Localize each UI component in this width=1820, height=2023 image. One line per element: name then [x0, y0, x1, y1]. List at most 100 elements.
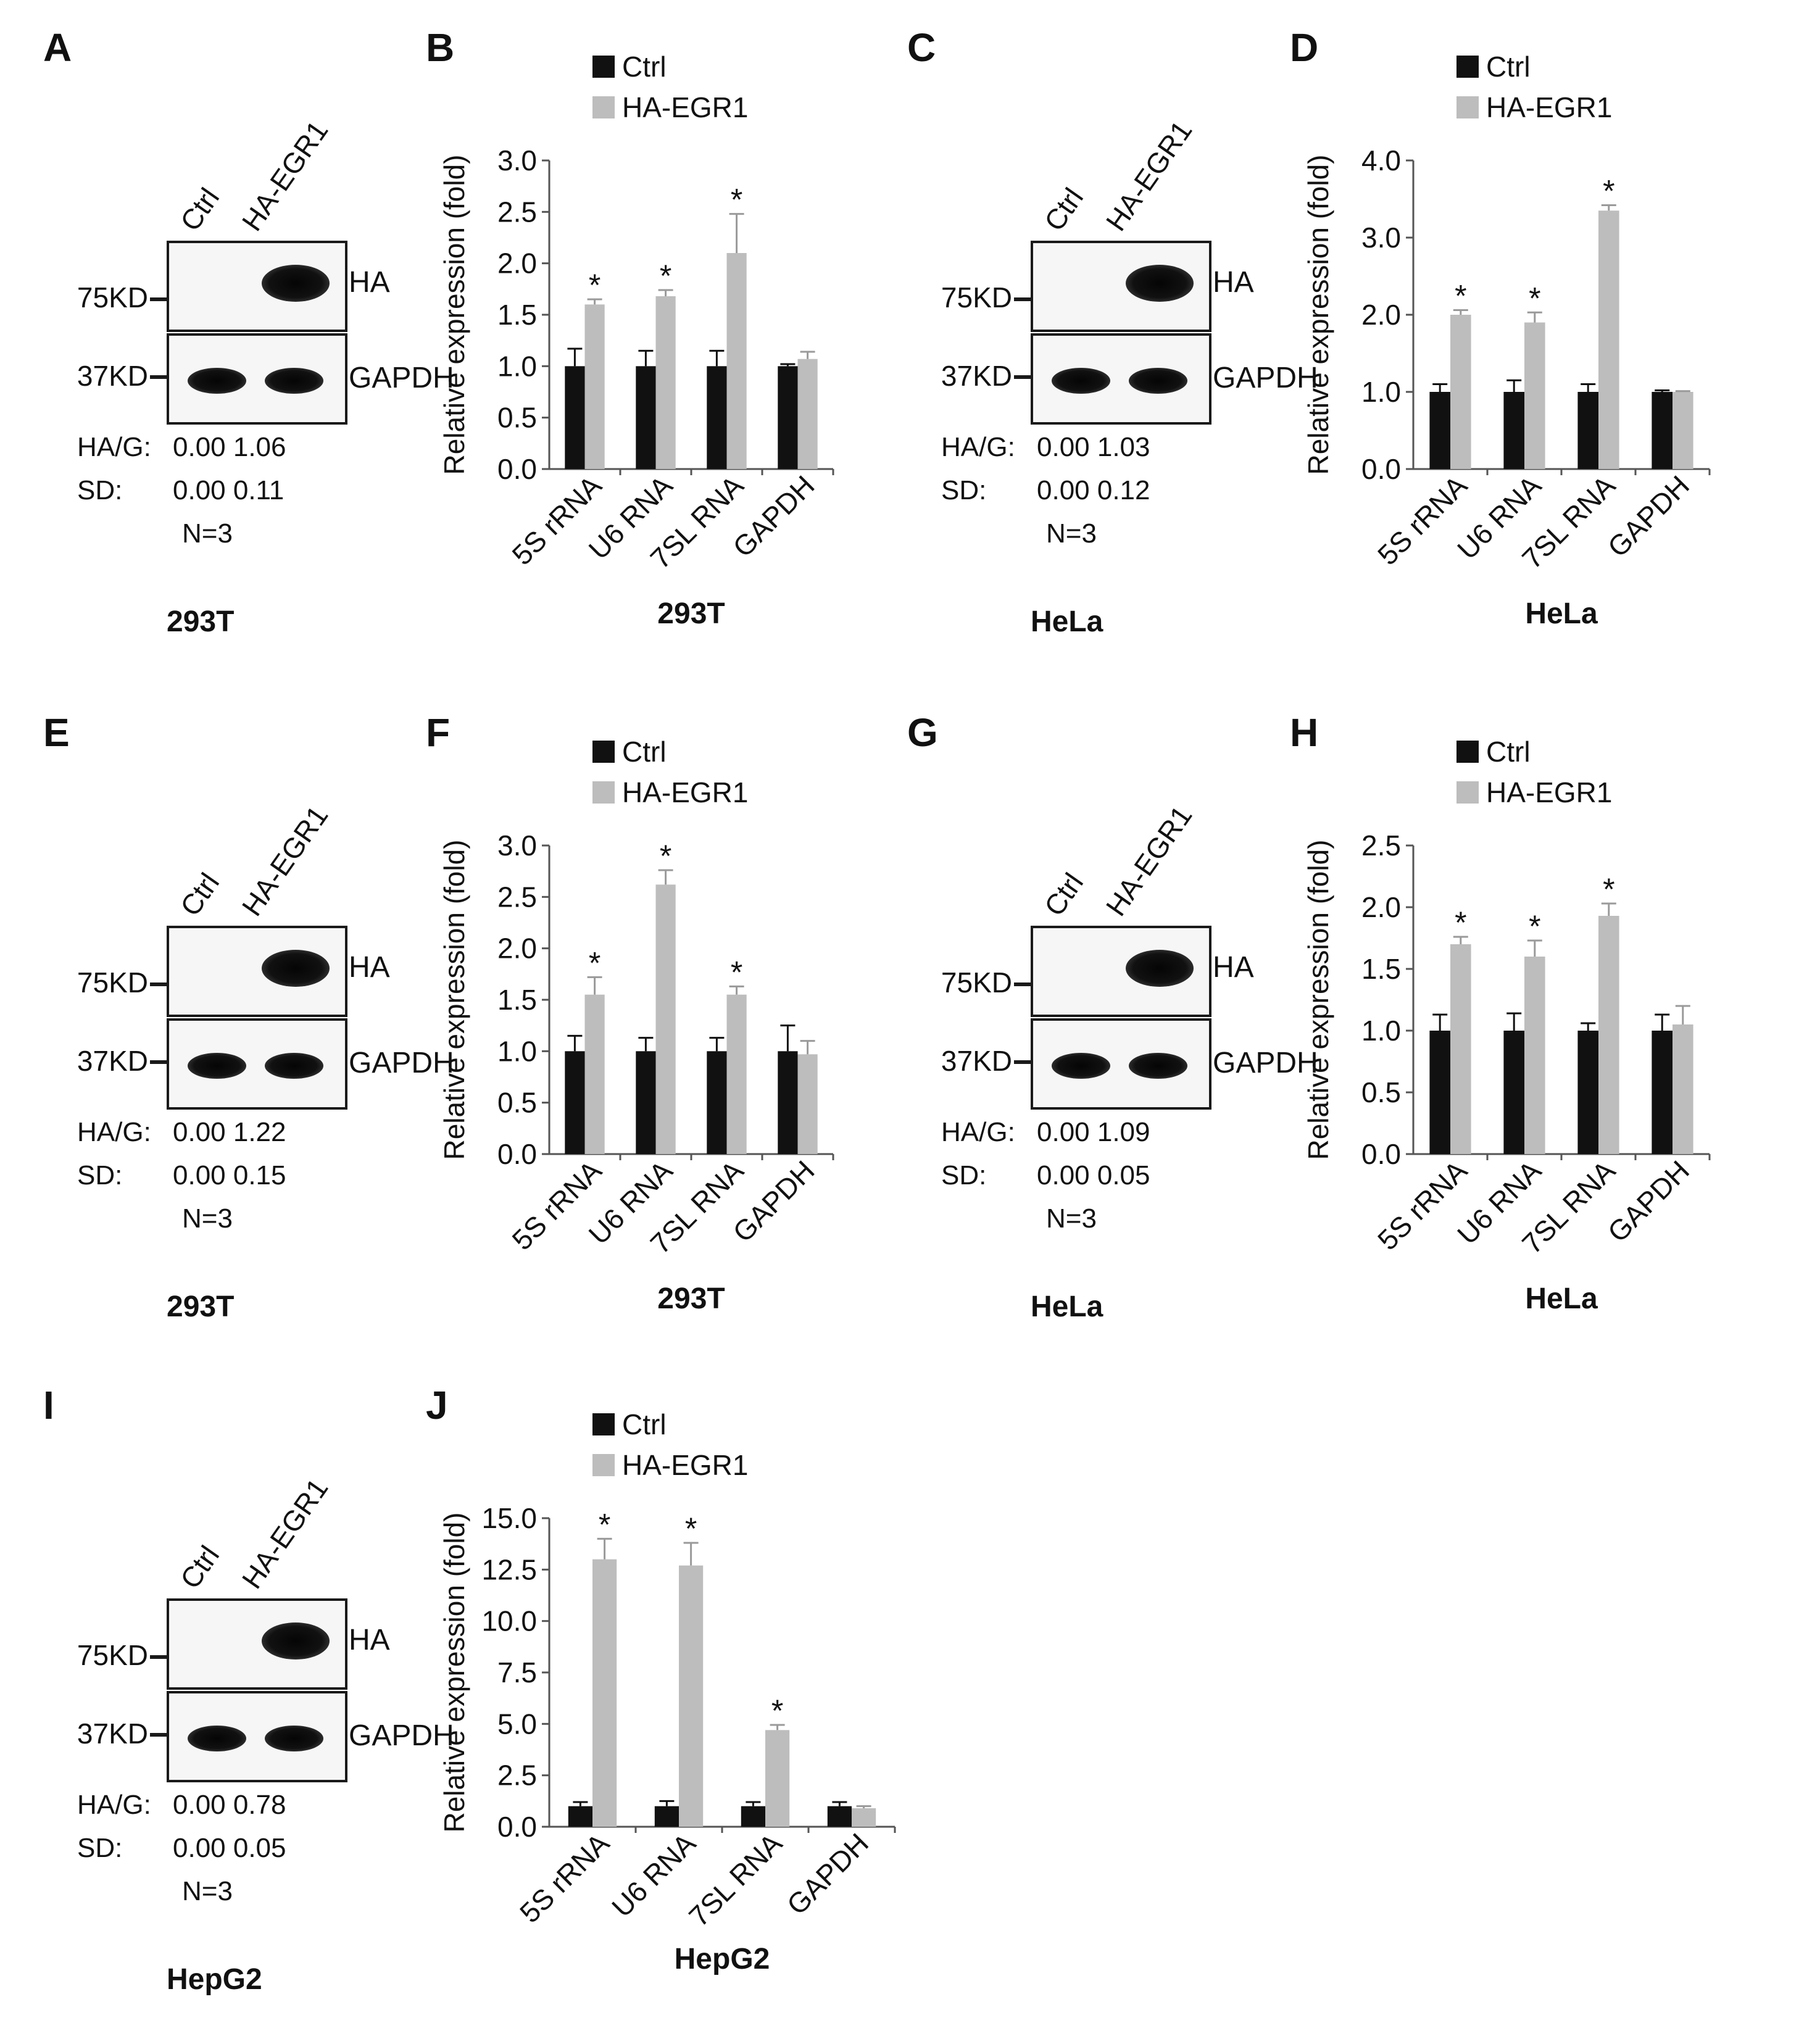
y-tick-label: 0.0: [497, 1138, 537, 1170]
y-tick-label: 3.0: [497, 144, 537, 177]
bar-ha-egr1: [1672, 1024, 1693, 1154]
blot-panel-g: G Ctrl HA-EGR1 75KD 37KD HA GAPDH HA/G: 0.00 1.0…: [889, 704, 1318, 1358]
lane-label-ctrl: Ctrl: [173, 866, 226, 922]
y-tick-label: 3.0: [497, 829, 537, 862]
band-name-ha: HA: [1213, 951, 1254, 984]
ratio-label: HA/G:: [941, 432, 1015, 462]
legend-label-ctrl: Ctrl: [622, 1408, 667, 1440]
significance-star: *: [660, 259, 671, 293]
band-gapdh-ctrl: [188, 368, 246, 394]
blot-ha-membrane: [167, 926, 347, 1017]
band-name-ha: HA: [349, 1624, 390, 1656]
blot-ha-membrane: [167, 1598, 347, 1690]
ratio-label: HA/G:: [77, 432, 151, 462]
y-tick-label: 4.0: [1361, 144, 1401, 177]
legend-label-ha-egr1: HA-EGR1: [1486, 91, 1612, 123]
y-axis-label: Relative expression (fold): [1302, 154, 1334, 475]
band-gapdh-ha-egr1: [1129, 368, 1187, 394]
n-replicates: N=3: [182, 518, 233, 549]
y-tick-label: 0.0: [497, 1811, 537, 1843]
legend-label-ctrl: Ctrl: [1486, 51, 1531, 83]
blot-gapdh-membrane: [167, 1018, 347, 1110]
blot-ha-membrane: [1031, 926, 1211, 1017]
panel-label: J: [426, 1383, 448, 1427]
significance-star: *: [771, 1693, 783, 1728]
legend-swatch-ha-egr1: [1456, 781, 1479, 804]
bar-chart: Ctrl HA-EGR1 0.0 1.0 2.0 3.0 4.0 Relative expre…: [1302, 51, 1711, 630]
significance-star: *: [1603, 872, 1614, 907]
bar-ctrl: [1577, 1031, 1598, 1154]
bar-ctrl: [1577, 392, 1598, 469]
blot-panel-c: C Ctrl HA-EGR1 75KD 37KD HA GAPDH HA/G: 0.00 1.0…: [889, 19, 1318, 673]
ratio-label: HA/G:: [77, 1790, 151, 1820]
marker-75kd: 75KD: [77, 1639, 148, 1671]
legend-label-ha-egr1: HA-EGR1: [1486, 776, 1612, 808]
legend-swatch-ctrl: [592, 56, 615, 78]
panel-label: C: [907, 25, 936, 70]
legend-label-ctrl: Ctrl: [1486, 736, 1531, 768]
band-name-gapdh: GAPDH: [349, 1719, 454, 1752]
marker-tick-37kd: [150, 375, 167, 379]
bar-ha-egr1: [584, 304, 605, 469]
lane-label-ctrl: Ctrl: [173, 1539, 226, 1595]
significance-star: *: [1529, 909, 1540, 944]
bar-ha-egr1: [1450, 944, 1471, 1154]
sd-label: SD:: [77, 1833, 123, 1863]
bar-ctrl: [778, 366, 798, 469]
y-tick-label: 1.0: [1361, 1015, 1401, 1047]
y-tick-label: 2.0: [1361, 299, 1401, 331]
cell-line-caption: 293T: [657, 597, 725, 630]
y-tick-label: 12.5: [481, 1553, 537, 1585]
legend-label-ha-egr1: HA-EGR1: [622, 1449, 748, 1481]
sd-label: SD:: [941, 475, 987, 505]
y-tick-label: 2.5: [497, 196, 537, 228]
bar-ctrl: [1652, 392, 1672, 469]
n-replicates: N=3: [182, 1876, 233, 1906]
bar-ctrl: [568, 1806, 592, 1827]
legend-swatch-ctrl: [1456, 741, 1479, 763]
lane-label-ha-egr1: HA-EGR1: [1099, 115, 1199, 237]
significance-star: *: [1455, 905, 1466, 940]
x-tick-label: GAPDH: [1602, 1154, 1695, 1248]
band-name-gapdh: GAPDH: [349, 1047, 454, 1079]
y-tick-label: 2.0: [1361, 891, 1401, 923]
cell-line-caption: 293T: [167, 1290, 235, 1323]
cell-line-caption: 293T: [657, 1282, 725, 1315]
legend-swatch-ctrl: [1456, 56, 1479, 78]
y-tick-label: 0.0: [1361, 1138, 1401, 1170]
band-name-gapdh: GAPDH: [349, 362, 454, 394]
sd-label: SD:: [77, 475, 123, 505]
marker-75kd: 75KD: [77, 966, 148, 999]
sd-values: 0.00 0.12: [1037, 475, 1150, 505]
y-tick-label: 10.0: [481, 1605, 537, 1637]
bar-ha-egr1: [726, 253, 747, 469]
blot-gapdh-membrane: [1031, 1018, 1211, 1110]
bar-ctrl: [1429, 1031, 1450, 1154]
band-ha-egr1: [262, 1622, 330, 1660]
cell-line-caption: HeLa: [1031, 605, 1103, 638]
legend-label-ctrl: Ctrl: [622, 51, 667, 83]
panel-label: H: [1290, 710, 1319, 755]
bar-ha-egr1: [1450, 315, 1471, 469]
sd-label: SD:: [941, 1160, 987, 1190]
band-ha-egr1: [262, 265, 330, 302]
blot-gapdh-membrane: [167, 1691, 347, 1782]
band-name-gapdh: GAPDH: [1213, 1047, 1318, 1079]
bar-ctrl: [1652, 1031, 1672, 1154]
y-tick-label: 3.0: [1361, 222, 1401, 254]
marker-tick-75kd: [1014, 982, 1031, 986]
bar-ha-egr1: [1524, 322, 1545, 469]
ratio-values: 0.00 1.03: [1037, 432, 1150, 462]
panel-label: I: [43, 1383, 54, 1427]
bar-ha-egr1: [655, 884, 676, 1154]
cell-line-caption: 293T: [167, 605, 235, 638]
significance-star: *: [589, 945, 600, 980]
legend-label-ha-egr1: HA-EGR1: [622, 776, 748, 808]
y-tick-label: 2.0: [497, 247, 537, 280]
chart-panel-f: F Ctrl HA-EGR1 0.0 0.5 1.0 1.5 2.0 2.5 3.0 Relativ…: [426, 704, 858, 1345]
x-tick-label: GAPDH: [1602, 469, 1695, 563]
band-gapdh-ha-egr1: [265, 368, 323, 394]
bar-ctrl: [707, 366, 727, 469]
panel-label: E: [43, 710, 70, 755]
